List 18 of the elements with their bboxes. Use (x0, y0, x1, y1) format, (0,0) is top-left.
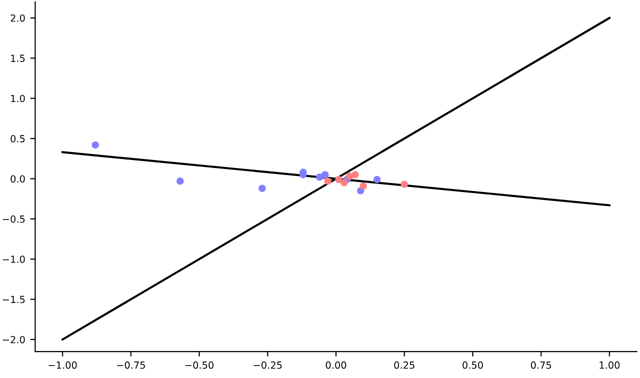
x-tick-label: 0.50 (462, 361, 483, 369)
x-tick-label: −0.50 (185, 361, 214, 369)
x-tick-label: 0.25 (394, 361, 414, 369)
x-tick-label: 0.75 (530, 361, 552, 369)
x-tick-label: −0.75 (117, 361, 145, 369)
x-tick-label: 1.00 (600, 361, 620, 369)
y-tick-label: 0.5 (10, 135, 25, 142)
x-tick-label: 0.00 (326, 361, 346, 369)
y-tick-label: −1.0 (2, 256, 25, 263)
y-tick-label: −1.5 (2, 296, 25, 304)
y-tick-label: 2.0 (10, 14, 25, 22)
y-tick-label: −2.0 (2, 336, 25, 344)
x-tick-label: −0.25 (254, 361, 282, 369)
y-tick-label: 0.0 (10, 175, 25, 183)
y-tick-label: −0.5 (2, 215, 25, 223)
y-tick-label: 1.5 (11, 54, 25, 62)
y-tick-label: 1.0 (11, 94, 25, 102)
x-tick-label: −1.00 (48, 361, 77, 369)
